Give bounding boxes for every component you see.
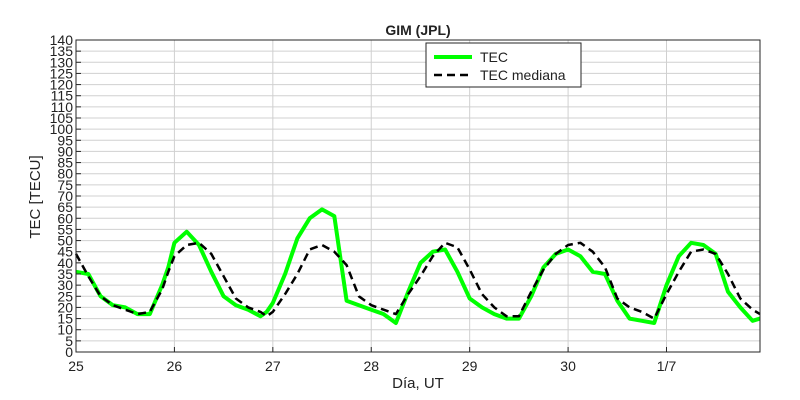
- y-tick-label: 70: [57, 188, 73, 204]
- y-tick-label: 45: [57, 244, 73, 260]
- y-tick-label: 120: [50, 77, 74, 93]
- y-tick-label: 50: [57, 233, 73, 249]
- y-tick-label: 20: [57, 299, 73, 315]
- series-line-tec-mediana: [74, 241, 761, 320]
- x-tick-label: 26: [167, 358, 183, 374]
- y-tick-label: 60: [57, 210, 73, 226]
- y-tick-label: 35: [57, 266, 73, 282]
- x-axis-label: Día, UT: [392, 375, 444, 392]
- y-tick-label: 0: [65, 344, 73, 360]
- x-tick-label: 27: [265, 358, 281, 374]
- y-tick-label: 85: [57, 155, 73, 171]
- y-tick-label: 130: [50, 54, 74, 70]
- y-axis-label: TEC [TECU]: [27, 155, 44, 238]
- x-tick-label: 25: [68, 358, 84, 374]
- y-tick-label: 100: [50, 121, 74, 137]
- x-tick-label: 30: [560, 358, 576, 374]
- series-line-tec: [75, 207, 761, 325]
- series-layer: [74, 207, 761, 325]
- y-tick-label: 15: [57, 311, 73, 327]
- axis-layer: 0510152025303540455055606570758085909510…: [50, 32, 677, 374]
- legend-label-tec-mediana: TEC mediana: [480, 67, 566, 83]
- y-tick-label: 75: [57, 177, 73, 193]
- y-tick-label: 10: [57, 322, 73, 338]
- y-tick-label: 90: [57, 143, 73, 159]
- y-tick-label: 115: [51, 88, 74, 104]
- x-tick-label: 29: [462, 358, 478, 374]
- y-tick-label: 135: [50, 43, 74, 59]
- y-tick-label: 105: [50, 110, 74, 126]
- chart-title: GIM (JPL): [385, 22, 450, 38]
- x-tick-label: 28: [363, 358, 379, 374]
- legend-box: [425, 42, 582, 88]
- y-tick-label: 25: [57, 288, 73, 304]
- y-tick-label: 65: [57, 199, 73, 215]
- y-tick-label: 80: [57, 166, 73, 182]
- y-tick-label: 30: [57, 277, 73, 293]
- y-tick-label: 5: [65, 333, 73, 349]
- legend-label-tec: TEC: [480, 49, 508, 65]
- y-tick-label: 95: [57, 132, 73, 148]
- y-tick-label: 55: [57, 221, 73, 237]
- y-tick-label: 40: [57, 255, 73, 271]
- x-tick-label: 1/7: [657, 358, 677, 374]
- legend: TEC TEC mediana: [425, 42, 582, 88]
- y-tick-label: 110: [51, 99, 74, 115]
- y-tick-label: 125: [50, 65, 74, 81]
- y-tick-label: 140: [50, 32, 74, 48]
